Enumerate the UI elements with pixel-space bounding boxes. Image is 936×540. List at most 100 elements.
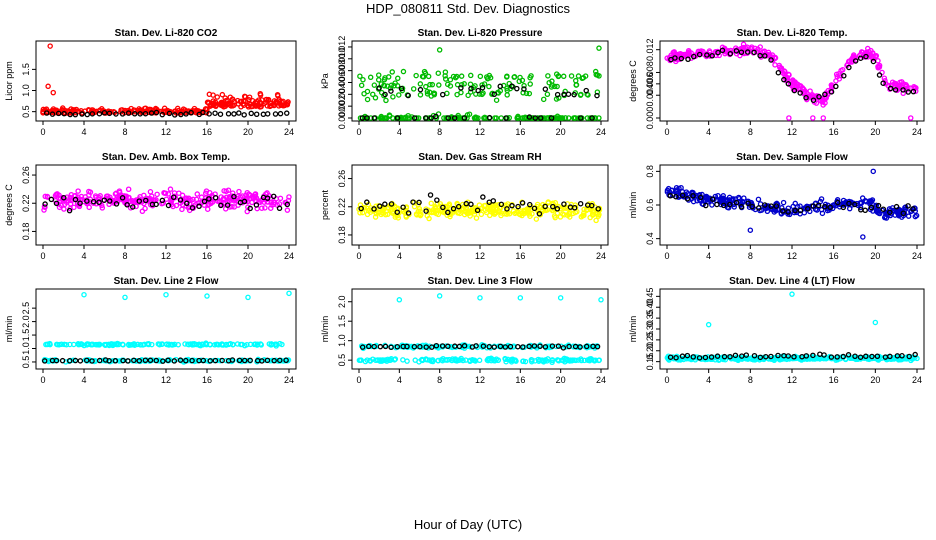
x-tick-label: 16	[202, 375, 212, 385]
data-point	[679, 353, 686, 359]
data-point	[515, 343, 521, 350]
data-point	[714, 201, 720, 208]
series-hourly	[41, 357, 289, 364]
outlier-point	[747, 227, 754, 233]
data-point	[578, 214, 585, 220]
data-point	[106, 201, 112, 208]
data-point	[571, 204, 578, 211]
data-point	[411, 115, 418, 121]
data-point	[410, 86, 417, 92]
data-point	[529, 115, 536, 121]
x-tick-label: 0	[356, 251, 361, 261]
data-point	[458, 73, 465, 79]
data-point	[255, 97, 262, 103]
data-point	[417, 92, 424, 98]
data-point	[792, 207, 798, 214]
data-point	[869, 353, 875, 360]
data-point	[178, 111, 184, 118]
outlier-point	[820, 115, 827, 121]
data-point	[222, 95, 228, 101]
data-point	[84, 341, 90, 347]
data-point	[575, 73, 582, 79]
data-point	[846, 200, 852, 207]
data-point	[153, 109, 160, 116]
data-point	[472, 114, 479, 120]
data-point	[590, 209, 596, 215]
data-point	[702, 197, 709, 204]
x-tick-label: 0	[356, 375, 361, 385]
data-point	[440, 355, 446, 362]
data-point	[145, 341, 152, 348]
data-point	[834, 197, 841, 203]
data-point	[906, 353, 912, 360]
panel-title: Stan. Dev. Line 3 Flow	[428, 276, 533, 287]
data-point	[277, 195, 284, 202]
data-point	[709, 53, 715, 59]
panel-6: Stan. Dev. Sample Flow ml/min 0 4 8 12 16 20 24 0…	[628, 152, 925, 261]
data-point	[183, 111, 189, 117]
data-point	[679, 192, 686, 199]
data-point	[412, 357, 418, 363]
data-point	[696, 192, 703, 198]
data-point	[87, 189, 94, 195]
data-point	[468, 85, 474, 92]
outlier-point	[596, 45, 602, 51]
data-point	[229, 96, 236, 103]
data-point	[89, 358, 95, 364]
x-tick-label: 20	[243, 251, 253, 261]
data-point	[452, 357, 458, 363]
data-point	[498, 212, 504, 219]
data-point	[526, 201, 533, 208]
data-point	[772, 55, 779, 61]
data-point	[487, 212, 493, 219]
data-point	[405, 92, 411, 99]
data-point	[231, 111, 237, 117]
data-point	[367, 74, 374, 81]
data-point	[77, 197, 84, 203]
data-point	[497, 343, 504, 350]
y-tick-label: 0.15	[645, 353, 655, 371]
data-point	[201, 198, 208, 205]
data-point	[870, 56, 876, 62]
data-point	[912, 351, 918, 358]
data-point	[520, 358, 527, 364]
data-point	[254, 342, 260, 348]
data-point	[106, 110, 113, 117]
data-point	[52, 192, 59, 199]
data-point	[259, 358, 265, 364]
data-point	[738, 204, 745, 210]
data-point	[785, 353, 792, 359]
series-all-samples	[41, 290, 292, 365]
data-point	[106, 358, 112, 364]
y-axis-label: degrees C	[628, 60, 638, 102]
data-point	[72, 111, 79, 118]
data-point	[364, 96, 371, 103]
data-point	[77, 358, 84, 364]
x-tick-label: 4	[397, 127, 402, 137]
data-point	[236, 357, 243, 364]
data-point	[168, 201, 175, 208]
data-point	[560, 345, 567, 351]
data-point	[789, 83, 796, 89]
data-point	[874, 356, 881, 363]
y-tick-label: 0.22	[337, 198, 347, 216]
data-point	[435, 70, 442, 76]
data-point	[86, 204, 92, 211]
data-point	[400, 357, 406, 363]
series-all-samples	[41, 186, 292, 215]
data-point	[161, 190, 168, 196]
data-point	[156, 341, 163, 348]
data-point	[387, 85, 394, 91]
data-point	[743, 355, 750, 362]
data-point	[439, 91, 446, 98]
data-point	[91, 358, 98, 365]
data-point	[194, 191, 201, 197]
y-axis-label: Licor ppm	[4, 61, 14, 101]
panel-2: Stan. Dev. Li-820 Pressure kPa 0 4 8 12 16 20 24…	[320, 28, 609, 137]
data-point	[797, 90, 803, 96]
y-axis-label: ml/min	[628, 316, 638, 343]
outlier-point	[245, 294, 251, 301]
data-point	[44, 357, 50, 364]
data-point	[481, 115, 487, 121]
y-tick-label: 0.5	[21, 356, 31, 369]
